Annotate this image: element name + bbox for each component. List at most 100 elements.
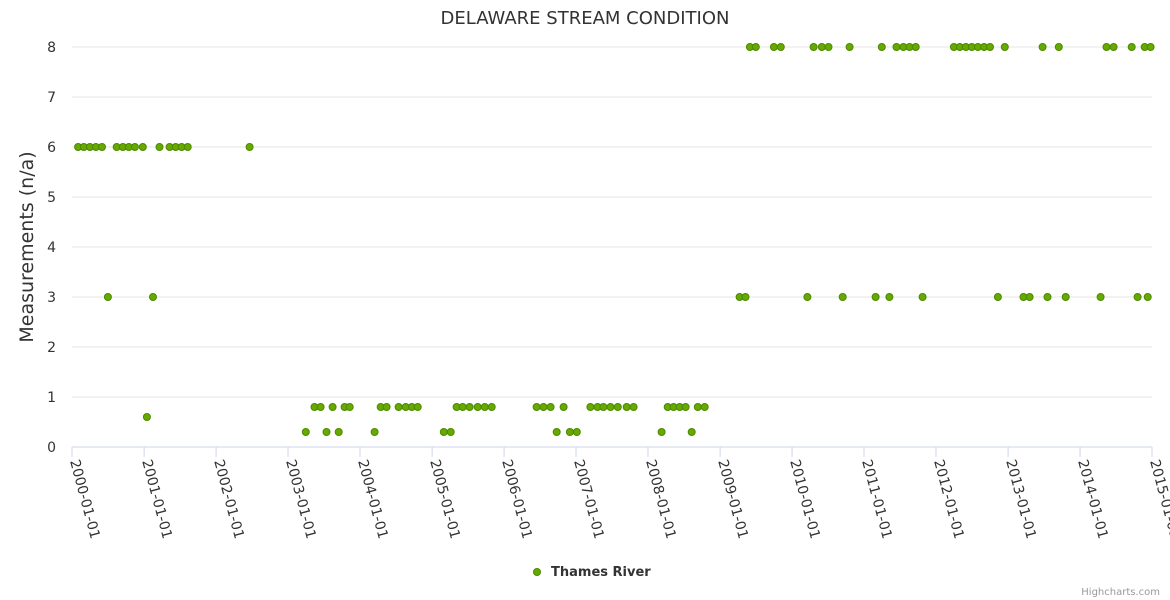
data-point[interactable] [1043,293,1052,301]
y-tick-label: 5 [47,190,56,206]
data-point[interactable] [142,413,151,421]
data-point[interactable] [465,403,474,411]
data-point[interactable] [183,143,192,151]
data-point[interactable] [439,428,448,436]
data-point[interactable] [559,403,568,411]
data-point[interactable] [149,293,157,301]
data-point[interactable] [138,143,147,151]
data-point[interactable] [1143,293,1152,301]
data-point[interactable] [657,428,666,436]
x-tick-label: 2009-01-01 [714,458,751,541]
legend-item-thames-river[interactable]: Thames River [551,565,651,580]
data-point[interactable] [382,403,391,411]
data-point[interactable] [803,293,812,301]
data-point[interactable] [345,403,354,411]
data-point[interactable] [586,403,595,411]
data-point[interactable] [1096,293,1105,301]
data-point[interactable] [769,43,778,51]
data-point[interactable] [599,403,608,411]
y-tick-label: 7 [47,90,56,106]
data-point[interactable] [824,43,833,51]
x-tick-label: 2008-01-01 [642,458,679,541]
data-point[interactable] [871,293,880,301]
data-point[interactable] [572,428,581,436]
data-point[interactable] [98,143,106,151]
data-point[interactable] [1102,43,1111,51]
data-point[interactable] [681,403,690,411]
data-point[interactable] [446,428,455,436]
data-point[interactable] [546,403,555,411]
data-point[interactable] [539,403,548,411]
data-point[interactable] [911,43,920,51]
data-point[interactable] [693,403,702,411]
data-point[interactable] [103,293,112,301]
x-tick-label: 2004-01-01 [354,458,391,541]
data-point[interactable] [892,43,901,51]
x-axis: 2000-01-01 2001-01-01 2002-01-01 2003-01-01… [66,446,1170,541]
data-point[interactable] [532,403,541,411]
data-point[interactable] [413,403,422,411]
data-point[interactable] [993,293,1002,301]
y-tick-label: 0 [47,440,56,456]
data-point[interactable] [1127,43,1136,51]
data-point[interactable] [1146,43,1155,51]
data-point[interactable] [613,403,622,411]
data-point[interactable] [986,43,994,51]
data-point[interactable] [552,428,561,436]
data-point[interactable] [776,43,785,51]
data-point[interactable] [394,403,403,411]
data-point[interactable] [629,403,638,411]
data-point[interactable] [458,403,467,411]
y-tick-label: 1 [47,390,56,406]
y-tick-label: 6 [47,140,56,156]
data-point[interactable] [838,293,847,301]
x-tick-label: 2011-01-01 [858,458,895,541]
data-point[interactable] [130,143,139,151]
data-point[interactable] [741,293,750,301]
data-point[interactable] [700,403,709,411]
data-point[interactable] [885,293,894,301]
data-point[interactable] [809,43,818,51]
data-point[interactable] [1038,43,1047,51]
data-point[interactable] [687,428,696,436]
x-tick-label: 2002-01-01 [210,458,247,541]
data-point[interactable] [877,43,886,51]
data-point[interactable] [845,43,854,51]
data-point[interactable] [334,428,343,436]
data-point[interactable] [1109,43,1118,51]
y-tick-label: 8 [47,40,56,56]
legend[interactable]: Thames River [533,565,652,580]
data-point[interactable] [918,293,927,301]
x-tick-label: 2000-01-01 [66,458,103,541]
data-point[interactable] [565,428,574,436]
gridlines [72,46,1152,398]
data-point[interactable] [817,43,826,51]
data-point[interactable] [473,403,482,411]
data-point[interactable] [622,403,631,411]
data-point[interactable] [606,403,615,411]
data-point[interactable] [245,143,254,151]
data-point[interactable] [322,428,331,436]
x-tick-label: 2010-01-01 [786,458,823,541]
data-point[interactable] [301,428,310,436]
credits-link[interactable]: Highcharts.com [1081,587,1160,598]
data-point[interactable] [1061,293,1070,301]
x-tick-label: 2014-01-01 [1074,458,1111,541]
y-tick-label: 4 [47,240,56,256]
x-tick-label: 2007-01-01 [570,458,607,541]
data-point[interactable] [1025,293,1034,301]
data-point[interactable] [1054,43,1063,51]
data-point[interactable] [155,143,164,151]
legend-marker[interactable] [533,568,541,576]
data-point[interactable] [1000,43,1009,51]
data-point[interactable] [1133,293,1142,301]
data-point[interactable] [487,403,496,411]
x-tick-label: 2005-01-01 [426,458,463,541]
data-point[interactable] [328,403,337,411]
data-point[interactable] [480,403,489,411]
data-point[interactable] [316,403,325,411]
data-point[interactable] [370,428,379,436]
data-point[interactable] [751,43,760,51]
